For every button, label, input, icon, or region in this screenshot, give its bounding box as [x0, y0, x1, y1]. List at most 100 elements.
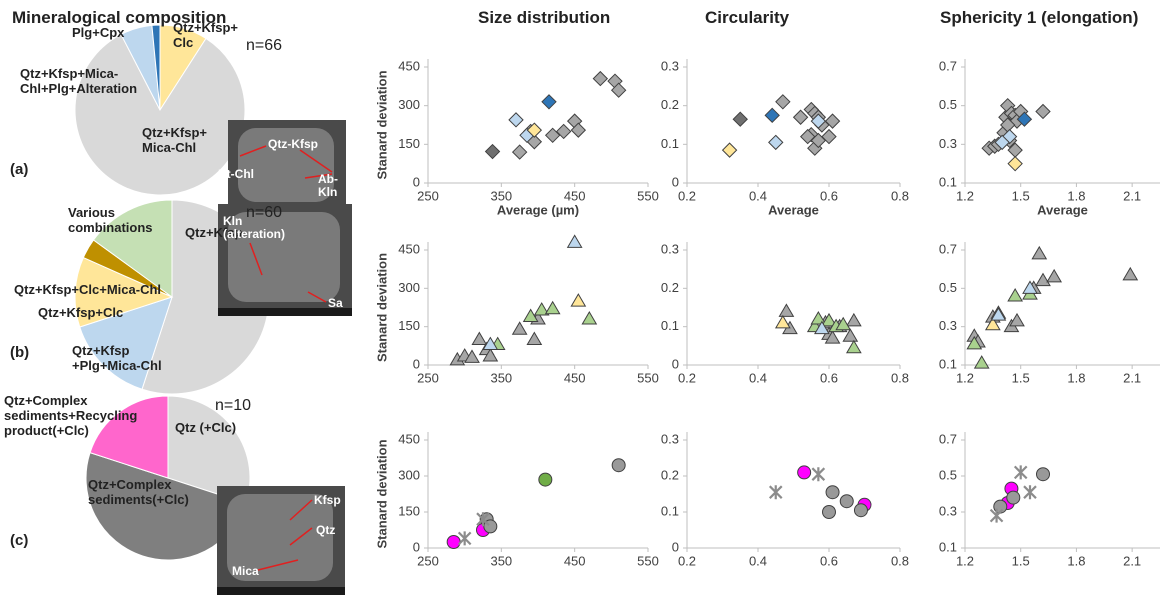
- point: [845, 339, 862, 354]
- x-tick-label: 450: [564, 553, 586, 568]
- image-label: Kfsp: [314, 493, 341, 507]
- point: [538, 472, 553, 487]
- image-label: Bt-Chl: [218, 167, 254, 181]
- point: [764, 107, 780, 124]
- arrow: [289, 527, 313, 546]
- x-tick-label: 450: [564, 370, 586, 385]
- x-axis-label: Average: [768, 202, 819, 217]
- point: [839, 494, 854, 509]
- x-tick-label: 250: [417, 188, 439, 203]
- point: [1046, 268, 1063, 283]
- y-tick-label: 300: [398, 280, 420, 295]
- point: [814, 320, 830, 335]
- x-tick-label: 350: [490, 553, 512, 568]
- pie-label: Qtz+Kfsp+Clc+Mica-Chl: [14, 282, 162, 297]
- point: [810, 311, 827, 325]
- y-tick-label: 450: [398, 241, 420, 256]
- y-tick-label: 0: [413, 539, 420, 554]
- image-label: Qtz-Kfsp: [268, 137, 318, 151]
- sem-scalebar: [218, 308, 352, 316]
- point: [1022, 280, 1038, 294]
- panel-label: (b): [10, 344, 30, 361]
- column-title: Sphericity 1 (elongation): [940, 8, 1139, 27]
- point: [824, 330, 841, 344]
- arrow: [289, 499, 313, 521]
- arrow: [307, 291, 327, 303]
- point: [1035, 103, 1051, 120]
- image-label: Mica: [232, 564, 259, 578]
- y-tick-label: 0.1: [939, 539, 957, 554]
- point: [1035, 272, 1051, 287]
- panel-label: (c): [10, 532, 29, 549]
- x-tick-label: 1.8: [1067, 553, 1085, 568]
- point: [822, 505, 836, 519]
- point: [825, 485, 840, 500]
- y-tick-label: 0.3: [661, 241, 679, 256]
- point: [611, 458, 626, 473]
- sem-grain: [228, 212, 340, 302]
- y-tick-label: 0.5: [939, 280, 957, 295]
- point: [1007, 288, 1024, 302]
- x-tick-label: 0.8: [891, 370, 909, 385]
- pie-label: Various combinations: [68, 205, 153, 235]
- point: [555, 123, 572, 140]
- arrow: [249, 242, 263, 276]
- y-tick-label: 0.3: [661, 431, 679, 446]
- arrow: [257, 559, 299, 571]
- y-tick-label: 0: [672, 174, 679, 189]
- point: [984, 316, 1001, 331]
- point: [566, 234, 583, 248]
- x-tick-label: 0.8: [891, 553, 909, 568]
- point: [570, 293, 587, 307]
- y-tick-label: 0.7: [939, 241, 957, 256]
- pie-label: Qtz+Complex sediments+Recycling product(…: [4, 393, 138, 438]
- y-tick-label: 0.2: [661, 467, 679, 482]
- image-label: Kln (alteration): [223, 214, 286, 241]
- pie-slice: [74, 256, 174, 328]
- arrow: [304, 173, 333, 179]
- x-tick-label: 550: [637, 553, 659, 568]
- point: [482, 336, 499, 351]
- y-tick-label: 0.1: [939, 174, 957, 189]
- point: [526, 122, 543, 138]
- x-tick-label: 0.4: [749, 553, 767, 568]
- point: [484, 143, 501, 160]
- point: [732, 111, 748, 127]
- x-tick-label: 1.2: [956, 188, 974, 203]
- pie-label: Qtz+Kfsp+Clc: [38, 305, 124, 320]
- point: [544, 127, 561, 144]
- point: [778, 303, 795, 317]
- pie-slice: [74, 33, 246, 196]
- point: [1023, 485, 1037, 500]
- point: [842, 328, 859, 342]
- point: [835, 316, 852, 331]
- point: [966, 335, 983, 350]
- point: [1007, 155, 1023, 172]
- x-axis-label: Average (µm): [497, 202, 579, 217]
- y-tick-label: 0: [413, 174, 420, 189]
- y-tick-label: 0.3: [939, 136, 957, 151]
- point: [471, 331, 488, 345]
- pie-label: Plg+Cpx: [72, 25, 125, 40]
- annotation: n=10: [215, 397, 252, 414]
- point: [533, 302, 550, 316]
- x-tick-label: 1.8: [1067, 188, 1085, 203]
- point: [508, 112, 524, 128]
- x-tick-label: 550: [637, 370, 659, 385]
- image-label: Ab- Kln: [318, 172, 338, 199]
- point: [1009, 312, 1025, 327]
- point: [1122, 266, 1139, 281]
- y-tick-label: 0: [672, 539, 679, 554]
- point: [774, 314, 791, 329]
- pie-label: Qtz+Complex sediments(+Clc): [88, 477, 189, 507]
- y-tick-label: 0.5: [939, 97, 957, 112]
- y-tick-label: 0: [413, 356, 420, 371]
- point: [1016, 111, 1033, 127]
- y-tick-label: 300: [398, 97, 420, 112]
- x-tick-label: 1.5: [1012, 553, 1030, 568]
- x-tick-label: 0.2: [678, 188, 696, 203]
- point: [511, 144, 528, 160]
- y-axis-label: Stanard deviation: [374, 253, 389, 362]
